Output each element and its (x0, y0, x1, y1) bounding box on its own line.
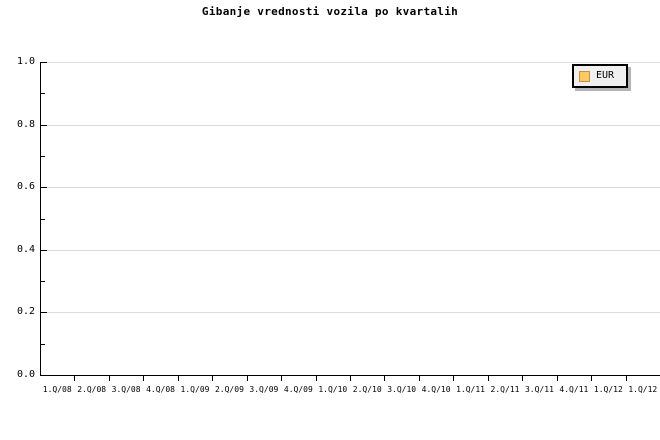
gridline (40, 187, 660, 189)
x-axis-label: 1.Q/12 (628, 385, 658, 394)
x-axis-tick (626, 376, 627, 381)
x-axis-label: 3.Q/09 (249, 385, 279, 394)
y-axis-line (40, 62, 41, 376)
x-axis-tick (178, 376, 179, 381)
x-axis-label: 1.Q/10 (318, 385, 348, 394)
y-axis-label: 0.8 (16, 118, 35, 130)
x-axis-tick (212, 376, 213, 381)
x-axis-label: 3.Q/10 (387, 385, 417, 394)
gridline (40, 124, 660, 126)
x-axis-label: 1.Q/12 (593, 385, 623, 394)
x-axis-label: 2.Q/08 (77, 385, 107, 394)
legend-label-eur: EUR (596, 70, 615, 81)
x-axis-tick (419, 376, 420, 381)
x-axis-tick (591, 376, 592, 381)
y-axis-label: 0.0 (16, 369, 35, 380)
x-axis-label: 1.Q/11 (456, 385, 485, 394)
x-axis-label: 1.Q/09 (180, 385, 210, 394)
x-axis-label: 3.Q/11 (524, 385, 554, 394)
x-axis-label: 2.Q/09 (214, 385, 244, 394)
x-axis-label: 4.Q/09 (283, 385, 313, 394)
y-axis-tick (41, 249, 47, 251)
x-axis-label: 4.Q/08 (146, 385, 175, 394)
x-axis-line (40, 375, 660, 376)
y-axis-minor-tick (41, 155, 45, 157)
x-axis-label: 2.Q/10 (352, 385, 382, 394)
x-axis-tick (350, 376, 351, 381)
legend-swatch-eur (579, 70, 590, 82)
x-axis-tick (384, 376, 385, 381)
y-axis-tick (41, 312, 47, 314)
y-axis-minor-tick (41, 218, 45, 220)
x-axis-tick (74, 376, 75, 381)
y-axis-minor-tick (41, 281, 45, 283)
x-axis-tick (143, 376, 144, 381)
chart-legend[interactable]: EUR (572, 64, 628, 88)
x-axis-label: 1.Q/08 (42, 385, 72, 394)
y-axis-tick (41, 187, 47, 189)
gridline (40, 312, 660, 314)
x-axis-tick (488, 376, 489, 381)
y-axis-tick (41, 124, 47, 126)
chart-title: Gibanje vrednosti vozila po kvartalih (201, 5, 459, 18)
x-axis-label: 4.Q/10 (421, 385, 451, 394)
gridline (40, 62, 660, 63)
y-axis-label: 0.4 (16, 243, 35, 255)
x-axis-label: 4.Q/11 (559, 385, 589, 394)
x-axis-tick (109, 376, 110, 381)
y-axis-tick (41, 62, 47, 63)
x-axis-label: 2.Q/11 (490, 385, 520, 394)
y-axis-label: 1.0 (16, 56, 35, 67)
y-axis-minor-tick (41, 343, 45, 345)
x-axis-tick (281, 376, 282, 381)
x-axis-tick (557, 376, 558, 381)
y-axis-label: 0.2 (16, 306, 35, 318)
y-axis-label: 0.6 (16, 181, 35, 193)
plot-area (40, 62, 660, 375)
x-axis-tick (522, 376, 523, 381)
y-axis-tick (41, 375, 47, 376)
x-axis-tick (453, 376, 454, 381)
x-axis-label: 3.Q/08 (111, 385, 141, 394)
gridline (40, 249, 660, 251)
x-axis-tick (316, 376, 317, 381)
x-axis-tick (247, 376, 248, 381)
y-axis-minor-tick (41, 93, 45, 95)
